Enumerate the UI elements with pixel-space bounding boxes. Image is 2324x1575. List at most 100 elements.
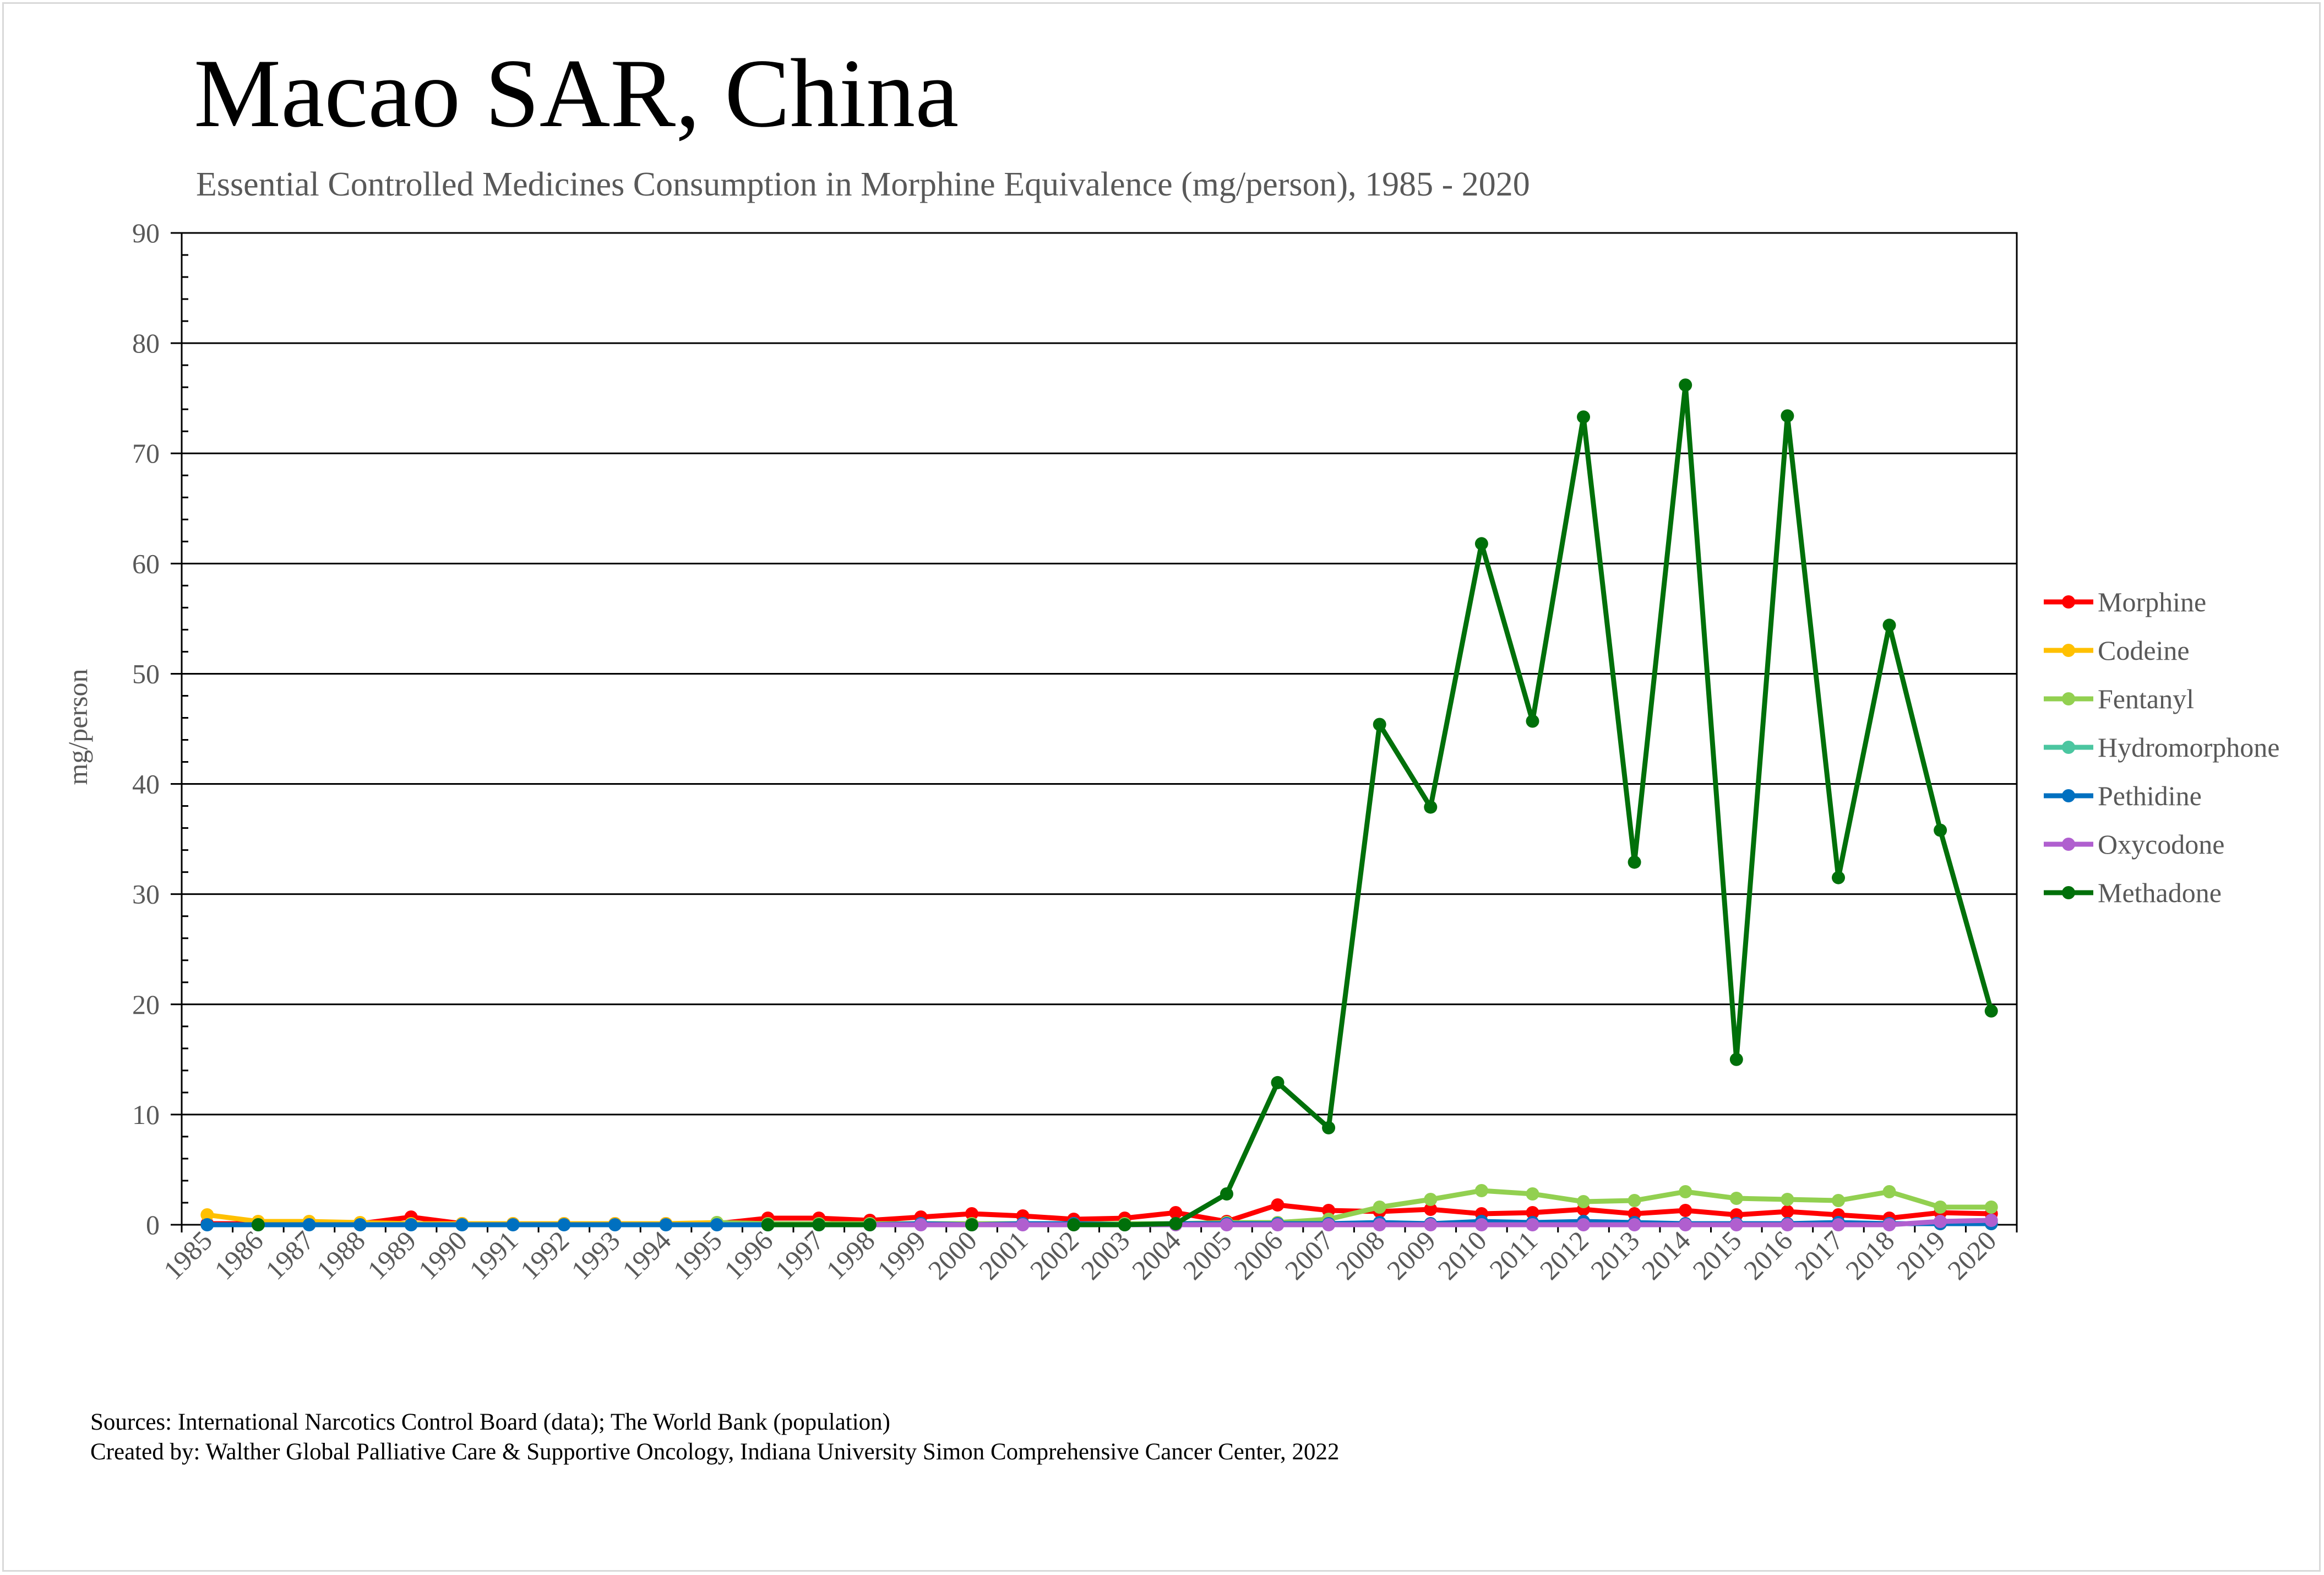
data-point	[1679, 378, 1692, 392]
chart-title: Macao SAR, China	[194, 39, 959, 148]
legend-swatch-marker	[2062, 838, 2075, 851]
legend-label: Hydromorphone	[2098, 732, 2280, 763]
y-tick-label: 80	[132, 328, 160, 359]
legend-item: Methadone	[2044, 877, 2222, 908]
data-point	[1628, 1218, 1641, 1231]
data-point	[1679, 1204, 1692, 1217]
data-point	[1984, 1201, 1998, 1214]
y-tick-label: 90	[132, 218, 160, 248]
data-point	[506, 1218, 520, 1231]
x-tick-label: 2007	[1279, 1225, 1340, 1285]
data-point	[1577, 1195, 1590, 1208]
legend-item: Codeine	[2044, 635, 2190, 666]
data-point	[863, 1218, 877, 1231]
data-point	[1934, 1201, 1947, 1214]
data-point	[1934, 823, 1947, 837]
x-tick-label: 2008	[1330, 1225, 1390, 1285]
data-point	[1016, 1218, 1030, 1231]
series-methadone	[251, 378, 1998, 1231]
x-tick-label: 2004	[1126, 1225, 1187, 1285]
x-tick-label: 2009	[1381, 1225, 1441, 1285]
data-point	[302, 1218, 316, 1231]
x-tick-label: 1993	[565, 1225, 625, 1285]
data-point	[251, 1218, 265, 1231]
data-point	[1577, 410, 1590, 424]
data-point	[1832, 871, 1845, 884]
data-point	[965, 1218, 978, 1231]
y-axis-title: mg/person	[62, 669, 93, 785]
y-tick-label: 60	[132, 548, 160, 579]
x-tick-label: 2020	[1941, 1225, 2002, 1285]
x-tick-label: 1989	[361, 1225, 422, 1285]
y-tick-label: 30	[132, 879, 160, 910]
data-point	[812, 1218, 826, 1231]
x-tick-label: 2002	[1024, 1225, 1085, 1285]
legend-label: Fentanyl	[2098, 683, 2194, 714]
legend-item: Hydromorphone	[2044, 732, 2280, 763]
x-tick-label: 1995	[667, 1225, 728, 1285]
data-point	[200, 1208, 214, 1221]
data-point	[1424, 800, 1438, 814]
data-point	[761, 1218, 775, 1231]
data-point	[1424, 1193, 1438, 1206]
y-tick-label: 0	[146, 1209, 160, 1240]
data-point	[1628, 855, 1641, 869]
x-tick-label: 1987	[259, 1225, 320, 1285]
legend-label: Pethidine	[2098, 780, 2202, 811]
legend-swatch-marker	[2062, 886, 2075, 899]
data-point	[353, 1218, 367, 1231]
data-point	[608, 1218, 622, 1231]
axes: 0102030405060708090198519861987198819891…	[132, 218, 2018, 1285]
legend-item: Oxycodone	[2044, 829, 2225, 860]
data-point	[1832, 1218, 1845, 1231]
data-point	[1781, 1193, 1794, 1206]
data-point	[1526, 1187, 1539, 1201]
data-point	[1729, 1052, 1743, 1066]
data-point	[1474, 1218, 1488, 1231]
series-lines	[200, 378, 1998, 1231]
data-point	[1679, 1185, 1692, 1198]
data-point	[1882, 1218, 1896, 1231]
legend-item: Morphine	[2044, 586, 2206, 617]
x-tick-label: 1998	[820, 1225, 880, 1285]
x-tick-label: 2011	[1483, 1225, 1543, 1285]
plot-area-border	[181, 232, 2018, 1226]
y-tick-label: 50	[132, 658, 160, 689]
data-point	[1424, 1203, 1438, 1216]
x-tick-label: 1996	[718, 1225, 779, 1285]
data-point	[1322, 1218, 1336, 1231]
data-point	[1220, 1187, 1233, 1201]
data-point	[1322, 1121, 1336, 1134]
data-point	[1474, 537, 1488, 551]
data-point	[659, 1218, 673, 1231]
data-point	[1882, 618, 1896, 632]
y-tick-label: 40	[132, 769, 160, 800]
x-tick-label: 1999	[871, 1225, 932, 1285]
series-line	[1071, 382, 1994, 1228]
created-by-line: Created by: Walther Global Palliative Ca…	[90, 1439, 1340, 1465]
data-point	[1882, 1185, 1896, 1198]
data-point	[1474, 1184, 1488, 1197]
data-point	[1984, 1004, 1998, 1018]
x-tick-label: 1994	[616, 1225, 677, 1285]
x-tick-label: 1991	[463, 1225, 524, 1285]
x-tick-label: 2000	[922, 1225, 983, 1285]
y-tick-label: 10	[132, 1099, 160, 1130]
x-tick-label: 2013	[1585, 1225, 1645, 1285]
data-point	[965, 1207, 978, 1220]
legend-swatch-marker	[2062, 644, 2075, 657]
x-tick-label: 2005	[1177, 1225, 1237, 1285]
data-point	[1984, 1214, 1998, 1227]
data-point	[1271, 1218, 1285, 1231]
data-point	[1220, 1218, 1233, 1231]
data-point	[1729, 1218, 1743, 1231]
x-tick-label: 2010	[1432, 1225, 1492, 1285]
data-point	[1118, 1218, 1131, 1231]
data-point	[455, 1218, 469, 1231]
legend-swatch-marker	[2062, 741, 2075, 754]
x-tick-label: 2001	[973, 1225, 1033, 1285]
legend-item: Pethidine	[2044, 780, 2202, 811]
y-tick-label: 20	[132, 989, 160, 1020]
